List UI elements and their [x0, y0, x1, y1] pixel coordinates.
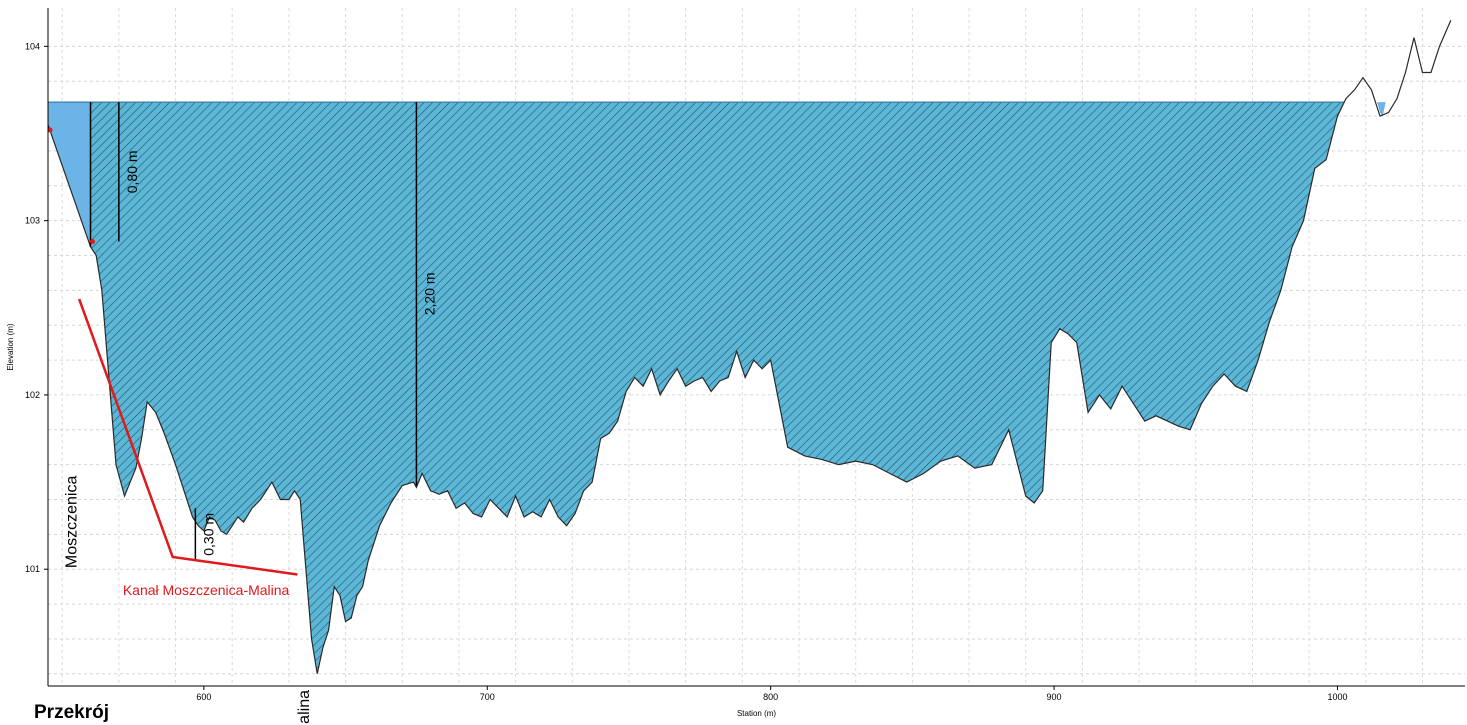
x-tick-label: 900: [1047, 692, 1062, 702]
river-label-malina: Malina: [296, 690, 313, 725]
water-fill: [48, 102, 1386, 674]
depth-label: 0,80 m: [124, 150, 140, 193]
profile-line: [47, 19, 1452, 674]
y-tick-label: 103: [25, 216, 40, 226]
water-area: [48, 102, 91, 247]
y-tick-label: 101: [25, 564, 40, 574]
x-tick-label: 600: [196, 692, 211, 702]
y-tick-label: 104: [25, 41, 40, 51]
water-pocket: [1377, 102, 1386, 117]
y-tick-label: 102: [25, 390, 40, 400]
depth-label: 0,30 m: [200, 513, 216, 556]
x-tick-label: 700: [480, 692, 495, 702]
chart-caption: Przekrój: [34, 702, 109, 723]
x-tick-label: 800: [763, 692, 778, 702]
x-axis-label: Station (m): [737, 709, 776, 718]
channel-label: Kanał Moszczenica-Malina: [123, 582, 290, 598]
bank-marker: [90, 239, 96, 245]
ground-profile: [47, 19, 1452, 674]
y-axis-label: Elevation (m): [6, 323, 15, 370]
axes: 600 700 800 900 1000 101 102 103 104 Station (m) E…: [6, 8, 1465, 718]
flooded-area: [90, 102, 1345, 674]
depth-label: 2,20 m: [421, 272, 437, 315]
bank-marker: [47, 127, 53, 133]
annotations: 0,80 m 2,20 m 0,30 m Moszczenica Malina Kanał…: [47, 102, 437, 725]
channel-line: [77, 298, 298, 576]
x-tick-label: 1000: [1327, 692, 1347, 702]
river-label-moszczenica: Moszczenica: [64, 476, 81, 569]
